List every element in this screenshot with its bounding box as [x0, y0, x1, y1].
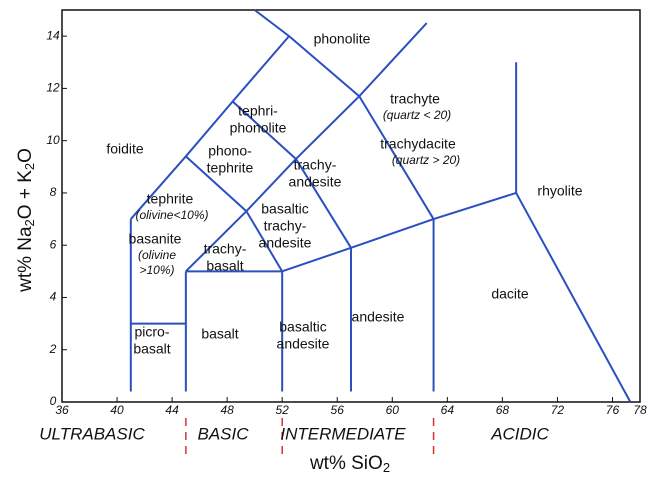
- y-title-part: wt% Na: [15, 226, 36, 293]
- x-tick-label: 76: [606, 403, 620, 417]
- field-note: (olivine: [138, 248, 176, 262]
- y-tick-label: 2: [49, 342, 57, 356]
- field-boundary: [281, 191, 632, 403]
- x-tick-label: 64: [441, 403, 455, 417]
- field-label: rhyolite: [537, 183, 582, 199]
- x-title-part: 2: [383, 460, 390, 475]
- y-axis-title: wt% Na2O + K2O: [15, 148, 37, 293]
- field-label: andesite: [277, 336, 330, 352]
- field-label: andesite: [259, 235, 312, 251]
- y-title-part: 2: [22, 219, 37, 226]
- x-tick-label: 48: [220, 403, 234, 417]
- field-label: phono-: [208, 143, 252, 159]
- field-label: trachydacite: [380, 136, 456, 152]
- field-label: basanite: [129, 231, 182, 247]
- y-tick-label: 14: [46, 28, 60, 42]
- field-label: tephrite: [207, 160, 254, 176]
- y-tick-label: 12: [46, 81, 60, 95]
- field-label: basalt: [133, 341, 170, 357]
- x-title-part: wt% SiO: [309, 453, 383, 474]
- y-title-part: O + K: [15, 170, 36, 219]
- field-label: trachy-: [294, 157, 337, 173]
- y-tick-label: 4: [50, 290, 57, 304]
- field-note: >10%): [139, 263, 174, 277]
- field-label: trachy-: [204, 241, 247, 257]
- field-note: (olivine<10%): [135, 208, 208, 222]
- field-label: andesite: [289, 174, 342, 190]
- field-note: (quartz > 20): [392, 153, 460, 167]
- rock-group: ACIDIC: [490, 424, 549, 443]
- x-axis-title: wt% SiO2: [309, 453, 390, 475]
- plot-frame: [61, 9, 641, 403]
- x-tick-label: 36: [55, 403, 69, 417]
- y-title-part: 2: [22, 163, 37, 170]
- y-tick-label: 0: [50, 394, 57, 408]
- x-tick-label: 60: [386, 403, 400, 417]
- field-label: basalt: [201, 326, 238, 342]
- rock-group: ULTRABASIC: [39, 424, 145, 443]
- field-boundary: [245, 210, 284, 272]
- field-label: foidite: [106, 141, 144, 157]
- x-tick-label: 68: [496, 403, 510, 417]
- field-label: phonolite: [230, 120, 287, 136]
- x-tick-label: 56: [331, 403, 345, 417]
- field-note: (quartz < 20): [383, 108, 451, 122]
- rock-group: BASIC: [197, 424, 249, 443]
- field-label: tephrite: [147, 191, 194, 207]
- field-boundary: [185, 155, 248, 212]
- field-boundary: [254, 9, 435, 220]
- field-boundary: [295, 158, 352, 249]
- y-tick-label: 10: [46, 133, 60, 147]
- field-label: trachyte: [390, 91, 440, 107]
- field-boundary: [130, 35, 290, 220]
- field-label: basaltic: [279, 319, 326, 335]
- field-label: trachy-: [264, 218, 307, 234]
- field-boundary: [231, 100, 297, 160]
- field-label: basaltic: [261, 201, 308, 217]
- field-label: picro-: [134, 324, 169, 340]
- x-tick-label: 52: [276, 403, 290, 417]
- x-tick-label: 72: [551, 403, 565, 417]
- x-tick-label: 44: [165, 403, 179, 417]
- y-tick-label: 8: [50, 185, 57, 199]
- field-label: basalt: [206, 258, 243, 274]
- x-tick-label: 78: [633, 403, 647, 417]
- x-tick-label: 40: [110, 403, 124, 417]
- field-label: dacite: [491, 286, 529, 302]
- y-title-part: O: [15, 148, 36, 163]
- field-label: tephri-: [238, 103, 278, 119]
- rock-group: INTERMEDIATE: [280, 424, 406, 443]
- field-label: phonolite: [314, 31, 371, 47]
- y-tick-label: 6: [50, 237, 57, 251]
- field-label: andesite: [352, 309, 405, 325]
